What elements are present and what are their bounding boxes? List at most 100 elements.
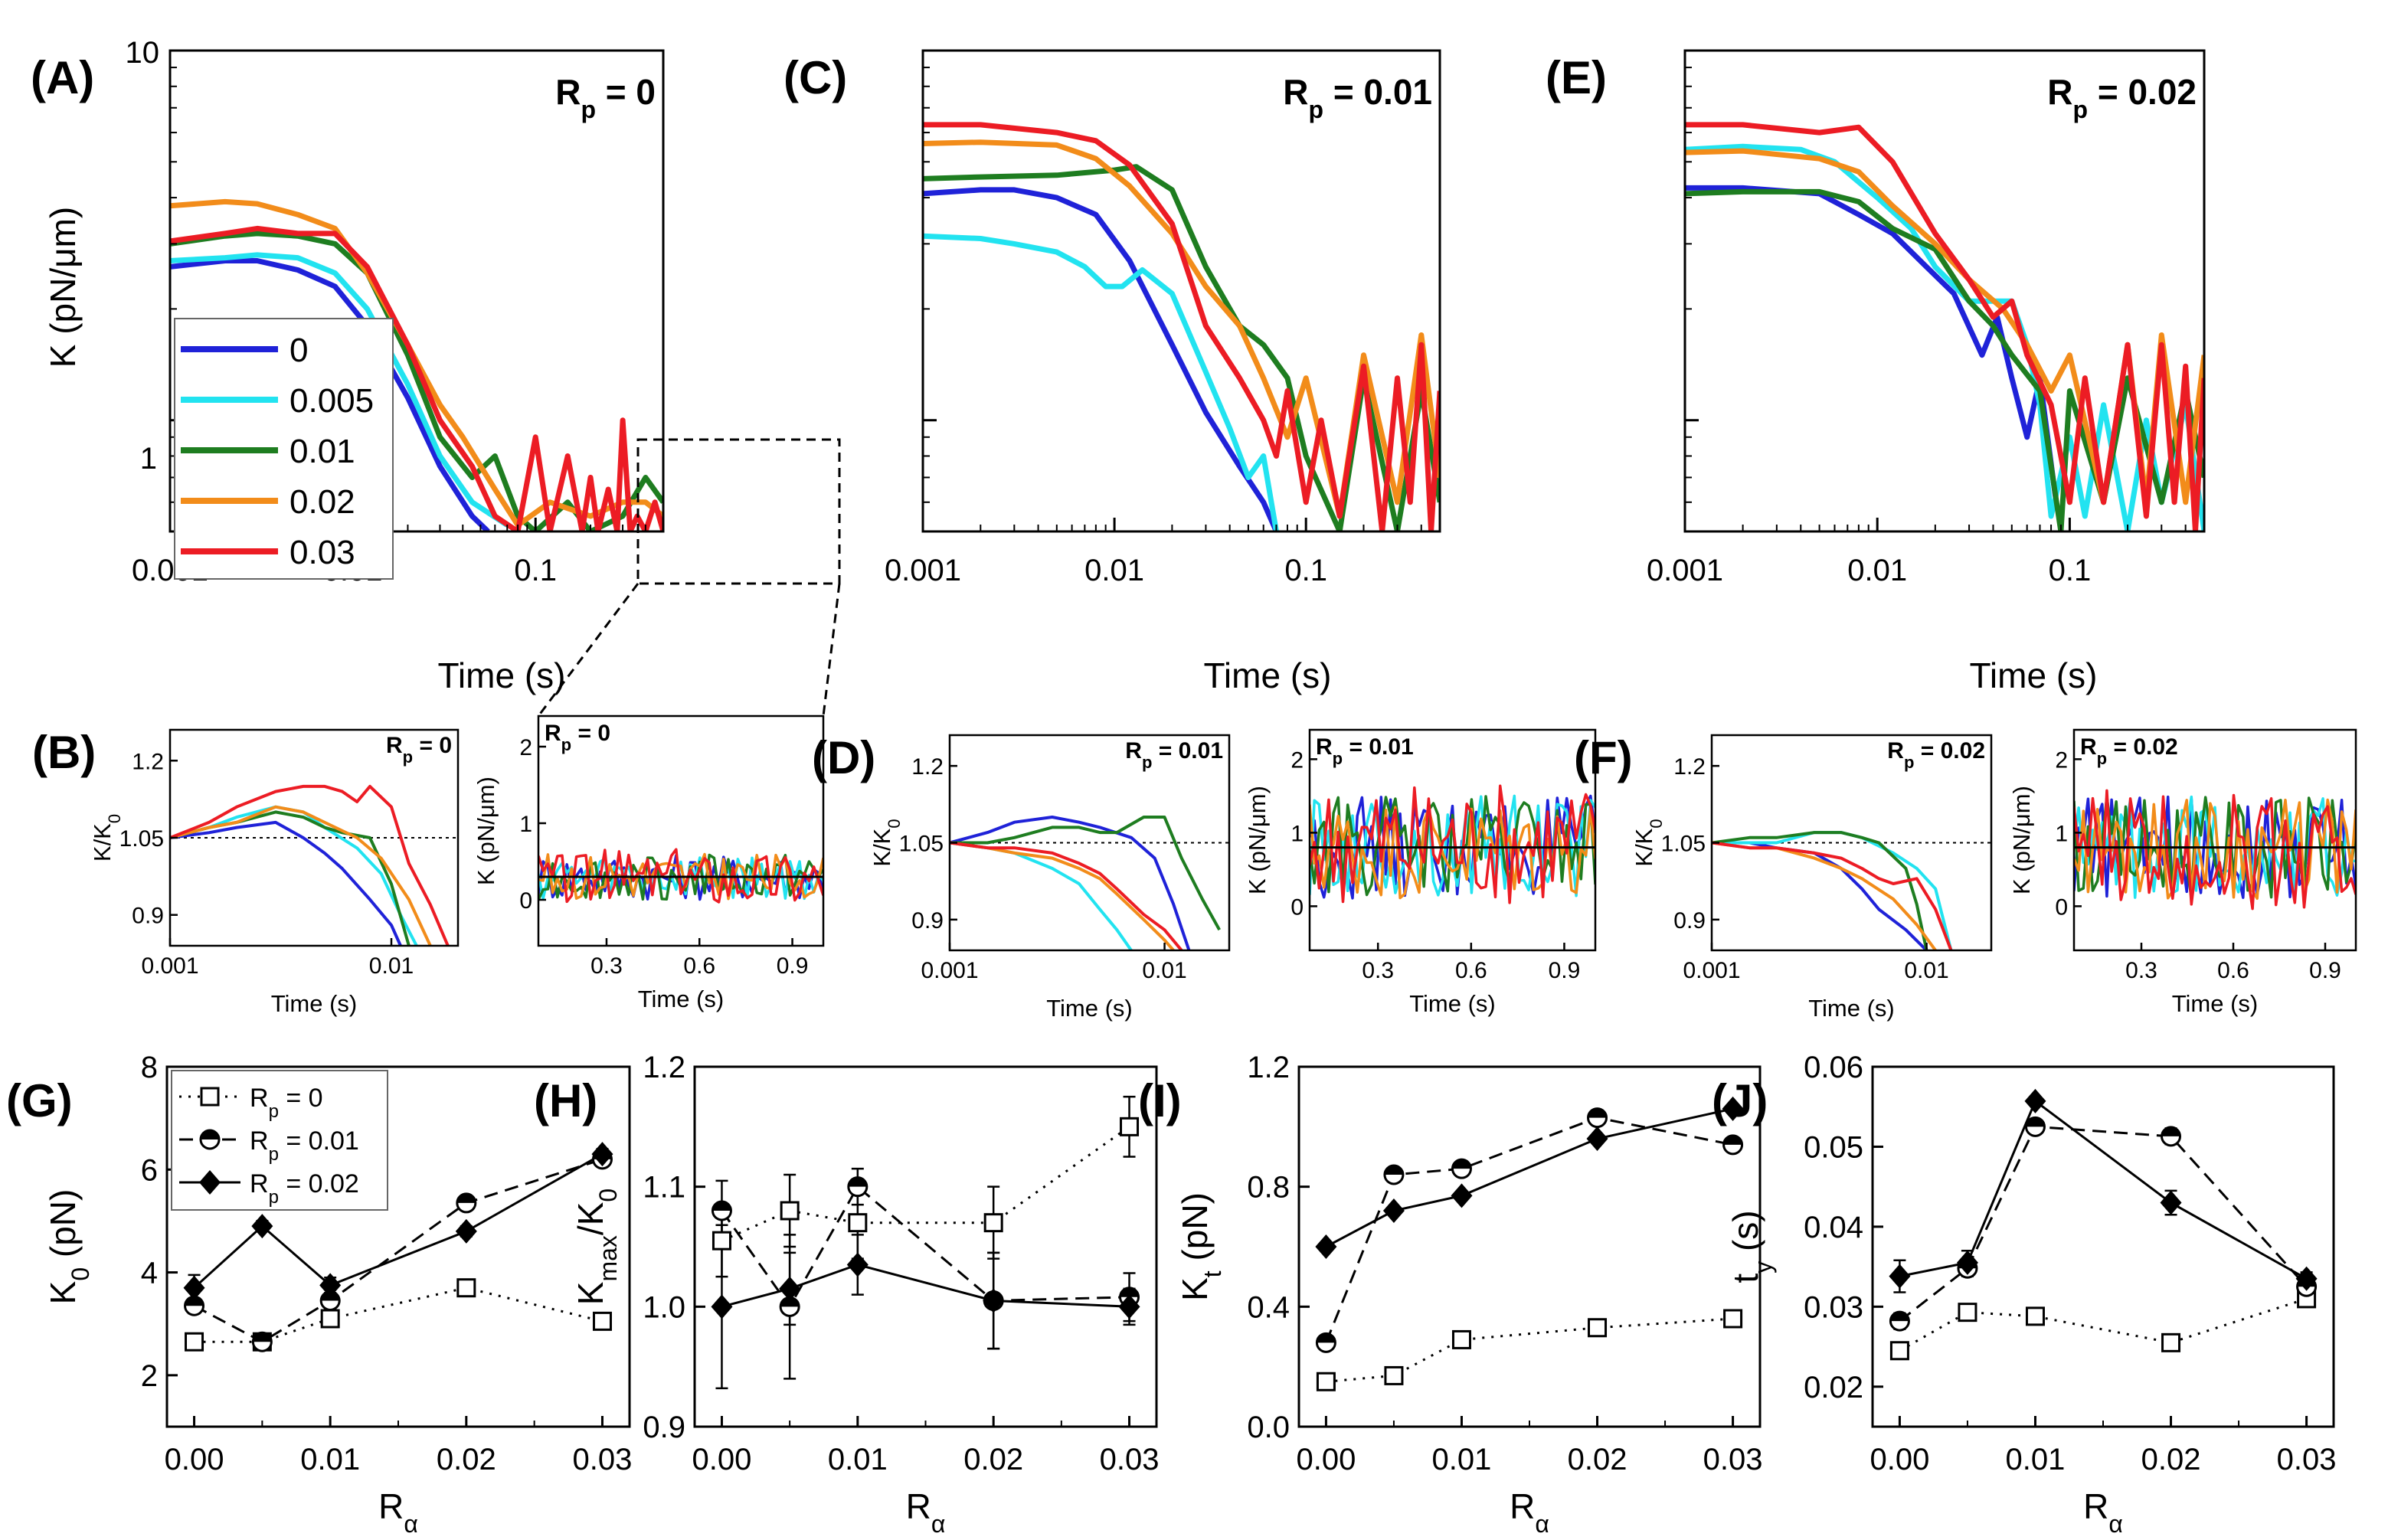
panel-G-point-0-0 [185,1332,204,1352]
panel-J-ytick-label: 0.02 [1804,1371,1863,1404]
legend-G-marker-2 [199,1170,221,1195]
panel-B2-ytick-label: 1 [519,812,532,837]
panel-A-frame [168,49,665,533]
panel-B-xlabel: Time (s) [271,990,358,1017]
panel-F2-ytick-label: 2 [2055,747,2068,773]
panel-D2-xtick-label: 0.9 [1549,958,1581,983]
panel-D2-plot-area [1310,784,1595,904]
panel-C-xtick-label: 0.01 [1084,554,1144,587]
panel-G-point-2-0 [183,1275,205,1300]
panel-A-xlabel: Time (s) [438,656,566,695]
panel-D2-series-0.02 [1310,804,1595,900]
panel-I-ylabel: Kt (pN) [1175,1192,1226,1301]
panel-H-point-2-0 [711,1294,733,1319]
panel-I-ytick-label: 0.0 [1247,1411,1290,1444]
zoom-box [636,438,841,585]
panel-G-point-2-4 [591,1142,613,1167]
panel-D-ytick-label: 0.9 [911,908,944,933]
panel-C-label: (C) [783,52,847,103]
panel-J-point-2-3 [2160,1190,2182,1215]
panel-B2-xtick-label: 0.6 [683,953,715,979]
legend-G-marker-1-half [201,1130,219,1139]
panel-D2-xlabel: Time (s) [1409,990,1496,1017]
legend-G-label-2: Rp = 0.02 [250,1169,359,1208]
panel-C-frame [921,49,1441,533]
panel-J-ytick-label: 0.04 [1804,1211,1863,1244]
panel-H-point-1-4-half [1120,1287,1139,1297]
panel-G-ytick-label: 4 [141,1257,158,1290]
panel-F2-xlabel: Time (s) [2172,990,2259,1017]
panel-G-point-1-1-half [253,1332,272,1342]
panel-C-xtick-label: 0.1 [1284,554,1327,587]
panel-I-point-1-0-half [1317,1333,1336,1343]
legend-A-label-0.005: 0.005 [290,382,374,420]
panel-F-series-0.01 [1712,831,1928,950]
panel-H-point-1-0-half [712,1202,731,1211]
panel-E-xtick-label: 0.1 [2049,554,2092,587]
panel-I-ytick-label: 1.2 [1247,1051,1290,1084]
panel-I-point-2-4 [1722,1096,1744,1121]
panel-I-xtick-label: 0.01 [1432,1443,1492,1476]
panel-B-series-0 [170,820,402,946]
panel-G-plot-area [183,1142,613,1352]
panel-I-plot-area [1315,1096,1744,1391]
panel-J-xtick-label: 0.00 [1870,1443,1929,1476]
panel-F2-plot-area [2074,789,2356,911]
panel-F2-series-0.03 [2074,789,2356,911]
panel-G-ytick-label: 8 [141,1051,158,1084]
panel-B-annotation: Rp = 0 [386,733,452,767]
panel-C-series-0.02 [923,139,1440,519]
panel-I-point-0-3 [1588,1318,1608,1338]
panel-F-label: (F) [1574,732,1633,783]
panel-E-series-0 [1685,185,2059,503]
panel-D-ylabel: K/K0 [869,819,904,866]
panel-F-series-0.03 [1712,841,1953,950]
panel-A-series-0.03 [170,225,663,531]
panel-J-point-2-2 [2024,1088,2046,1113]
panel-H-xtick-label: 0.00 [692,1443,752,1476]
legend-A-label-0.01: 0.01 [290,433,355,470]
panel-J-xtick-label: 0.03 [2277,1443,2337,1476]
panel-G-xtick-label: 0.01 [300,1443,360,1476]
panel-A-ytick-label: 10 [126,36,160,70]
legend-G-label-0: Rp = 0 [250,1084,323,1122]
panel-J-ytick-label: 0.06 [1804,1051,1863,1084]
panel-G-point-0-4 [592,1311,612,1331]
panel-F-ylabel: K/K0 [1631,819,1666,866]
panel-G-point-2-3 [455,1218,477,1244]
panel-G-point-2-2 [319,1273,342,1298]
panel-E-series-0.005 [1685,143,2204,531]
panel-H-xtick-label: 0.01 [828,1443,888,1476]
panel-A-series-0 [170,258,490,531]
panel-B-xtick-label: 0.01 [369,953,414,979]
panel-F2-annotation: Rp = 0.02 [2080,734,2178,768]
panel-D2-xtick-label: 0.6 [1455,958,1487,983]
panel-D-annotation: Rp = 0.01 [1125,738,1223,772]
panel-D2-series-0.005 [1310,794,1595,898]
panel-F2-xtick-label: 0.9 [2309,958,2341,983]
panel-J-point-0-1 [1958,1303,1977,1323]
panel-D-ytick-label: 1.2 [911,754,944,780]
panel-B-plot-area [170,784,458,946]
panel-B-ytick-label: 0.9 [132,904,164,929]
panel-J-ytick-label: 0.03 [1804,1290,1863,1324]
panel-F-plot-area [1712,831,1991,950]
panel-J-xtick-label: 0.01 [2006,1443,2066,1476]
panel-A-xtick-label: 0.1 [514,554,557,587]
panel-B-series-0.02 [170,805,432,946]
panel-D-plot-area [950,816,1229,950]
panel-G-point-0-2 [320,1309,340,1329]
panel-G-xtick-label: 0.02 [437,1443,496,1476]
panel-I-xtick-label: 0.02 [1568,1443,1627,1476]
panel-F-ytick-label: 1.05 [1661,832,1706,857]
panel-D2-series-0.01 [1310,795,1595,897]
panel-J-ytick-label: 0.05 [1804,1130,1863,1164]
panel-D2-ytick-label: 0 [1291,894,1304,920]
panel-F-series-0.005 [1712,831,1953,950]
panel-I-ytick-label: 0.8 [1247,1171,1290,1205]
panel-A-ylabel: K (pN/μm) [43,207,83,368]
panel-C-xtick-label: 0.001 [885,554,961,587]
panel-B2-annotation: Rp = 0 [545,721,610,754]
panel-H-point-1-1-half [780,1297,800,1307]
panel-J-frame [1871,1065,2335,1428]
